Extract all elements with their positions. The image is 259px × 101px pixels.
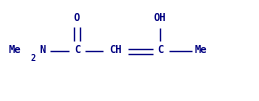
Text: OH: OH xyxy=(154,13,167,23)
Text: 2: 2 xyxy=(31,54,36,63)
Text: Me: Me xyxy=(9,45,21,56)
Text: CH: CH xyxy=(109,45,122,56)
Text: O: O xyxy=(74,13,80,23)
Text: Me: Me xyxy=(195,45,207,56)
Text: C: C xyxy=(157,45,163,56)
Text: C: C xyxy=(74,45,80,56)
Text: N: N xyxy=(39,45,46,56)
